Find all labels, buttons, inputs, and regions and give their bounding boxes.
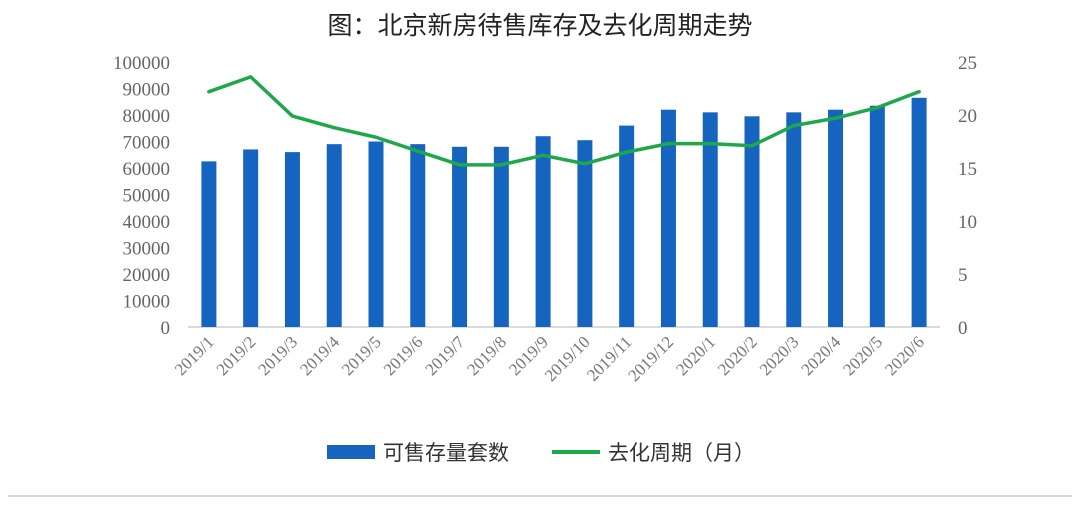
- line-point: [457, 163, 462, 167]
- line-point: [625, 150, 629, 154]
- x-tick-label: 2020/5: [839, 332, 886, 379]
- bar: [911, 97, 927, 328]
- y-right-tick-label: 25: [958, 53, 977, 74]
- legend: 可售存量套数 去化周期（月）: [327, 441, 755, 465]
- x-tick-label: 2020/2: [714, 332, 761, 379]
- x-tick-label: 2020/1: [672, 332, 719, 379]
- bar: [577, 140, 593, 327]
- line-point: [541, 153, 545, 157]
- line-point: [792, 124, 796, 128]
- line-point: [332, 126, 336, 130]
- y-right-tick-label: 15: [958, 159, 977, 180]
- x-tick-label: 2020/3: [756, 332, 803, 379]
- y-left-tick-label: 30000: [123, 239, 171, 260]
- y-right-axis: 0 5 10 15 20 25: [958, 53, 977, 339]
- line-point: [666, 142, 671, 146]
- x-tick-label: 2019/5: [338, 332, 385, 379]
- x-tick-label: 2019/10: [541, 332, 594, 385]
- bar: [702, 112, 718, 327]
- bar: [493, 146, 509, 327]
- y-right-tick-label: 20: [958, 106, 977, 127]
- x-axis-ticks: 2019/12019/22019/32019/42019/52019/62019…: [171, 332, 928, 385]
- x-tick-label: 2019/11: [583, 332, 635, 384]
- y-left-axis: 0 10000 20000 30000 40000 50000 60000 70000 8000…: [113, 53, 170, 339]
- series-line: [207, 75, 921, 167]
- bar: [284, 152, 300, 327]
- x-tick-label: 2019/12: [624, 332, 677, 385]
- y-left-tick-label: 80000: [123, 106, 171, 127]
- y-left-tick-label: 20000: [123, 265, 171, 286]
- y-left-tick-label: 50000: [123, 186, 171, 207]
- bar: [201, 161, 217, 327]
- y-left-tick-label: 60000: [123, 159, 171, 180]
- bar: [410, 144, 426, 327]
- bar-series: [201, 97, 927, 328]
- line-point: [833, 116, 838, 120]
- line-point: [583, 162, 587, 166]
- y-left-tick-label: 90000: [123, 80, 171, 101]
- y-left-tick-label: 40000: [123, 212, 171, 233]
- chart-title: 图：北京新房待售库存及去化周期走势: [327, 11, 752, 40]
- y-right-tick-label: 0: [958, 318, 968, 339]
- line-point: [750, 144, 754, 148]
- line-point: [290, 114, 295, 118]
- bar: [452, 146, 468, 327]
- y-right-tick-label: 10: [958, 212, 977, 233]
- x-tick-label: 2019/8: [463, 332, 510, 379]
- bar: [619, 125, 635, 327]
- x-tick-label: 2019/6: [380, 332, 427, 379]
- bar: [828, 109, 844, 327]
- line-point: [875, 105, 879, 110]
- x-tick-label: 2019/7: [422, 332, 469, 379]
- x-tick-label: 2019/4: [296, 332, 343, 379]
- y-right-tick-label: 5: [958, 265, 968, 286]
- x-tick-label: 2019/2: [213, 332, 260, 379]
- line-point: [917, 90, 921, 94]
- line-series: [207, 75, 921, 167]
- bar: [869, 105, 885, 327]
- line-point: [374, 135, 378, 139]
- y-left-tick-label: 10000: [123, 292, 171, 313]
- legend-swatch-bar: [327, 445, 375, 459]
- bar: [243, 149, 259, 327]
- bar: [368, 141, 384, 327]
- line-point: [708, 142, 712, 146]
- x-tick-label: 2019/1: [171, 332, 218, 379]
- line-point: [416, 149, 420, 153]
- bar: [535, 136, 551, 327]
- line-point: [207, 90, 211, 94]
- legend-label-line: 去化周期（月）: [608, 441, 755, 465]
- line-point: [499, 163, 503, 167]
- y-left-tick-label: 100000: [113, 53, 170, 74]
- y-left-tick-label: 0: [161, 318, 171, 339]
- line-point: [249, 75, 253, 79]
- x-tick-label: 2019/3: [254, 332, 301, 379]
- x-tick-label: 2020/6: [881, 332, 928, 379]
- legend-label-bar: 可售存量套数: [383, 441, 509, 465]
- bar: [786, 112, 802, 327]
- bar: [744, 116, 760, 327]
- bar: [660, 109, 676, 327]
- x-tick-label: 2020/4: [798, 332, 845, 379]
- y-left-tick-label: 70000: [123, 133, 171, 154]
- bar: [326, 144, 342, 327]
